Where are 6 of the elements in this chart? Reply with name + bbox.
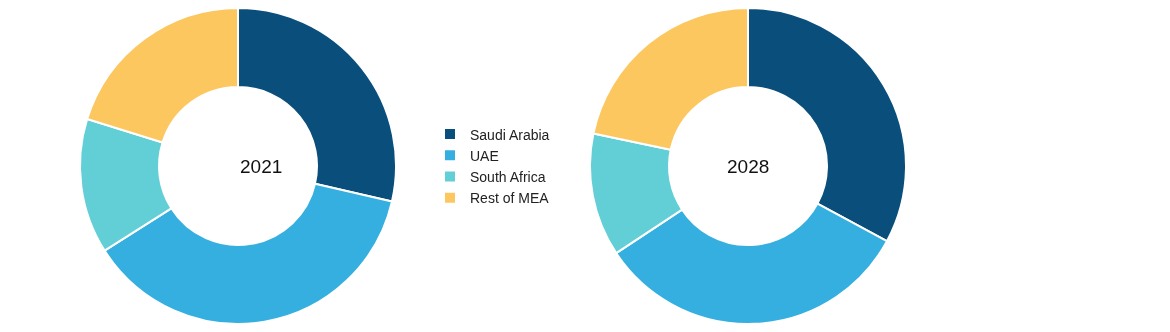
slice-label: 2028 — [727, 156, 770, 177]
legend-label: UAE — [470, 147, 499, 164]
legend-label: South Africa — [470, 168, 546, 185]
slice-label: 2021 — [240, 156, 283, 177]
legend-label: Rest of MEA — [470, 190, 550, 207]
legend-label: Saudi Arabia — [470, 126, 550, 143]
